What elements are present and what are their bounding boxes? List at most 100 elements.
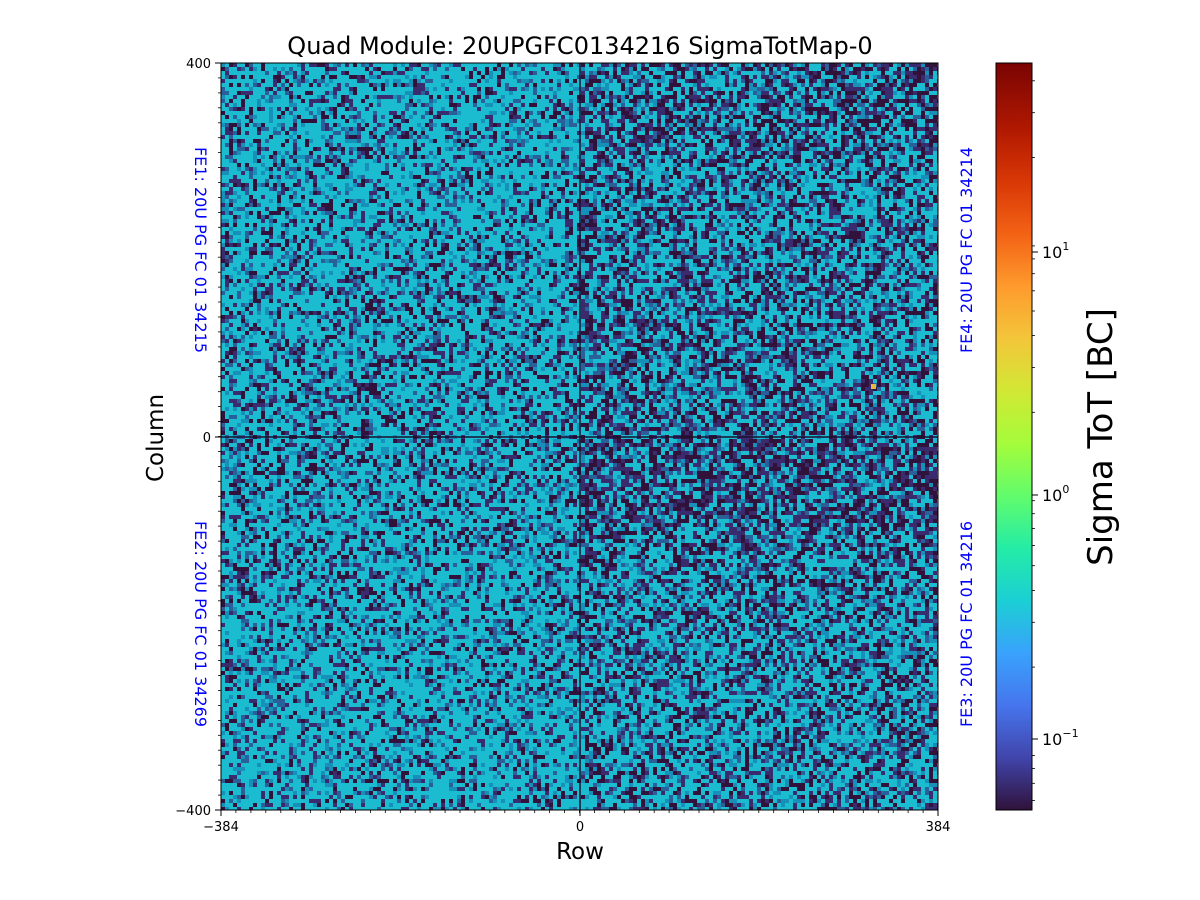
heatmap-cell bbox=[721, 243, 725, 247]
heatmap-cell bbox=[641, 247, 645, 251]
heatmap-cell bbox=[457, 131, 461, 135]
heatmap-cell bbox=[297, 271, 301, 275]
heatmap-cell bbox=[777, 151, 781, 155]
heatmap-cell bbox=[237, 127, 241, 131]
heatmap-cell bbox=[257, 279, 261, 283]
heatmap-cell bbox=[857, 103, 861, 107]
heatmap-cell bbox=[553, 67, 557, 71]
heatmap-cell bbox=[909, 215, 913, 219]
heatmap-cell bbox=[929, 163, 933, 167]
heatmap-cell bbox=[605, 247, 609, 251]
heatmap-cell bbox=[889, 167, 893, 171]
heatmap-cell bbox=[625, 235, 629, 239]
heatmap-cell bbox=[905, 75, 909, 79]
heatmap-cell bbox=[741, 155, 745, 159]
heatmap-cell bbox=[849, 135, 853, 139]
heatmap-cell bbox=[649, 135, 653, 139]
heatmap-cell bbox=[789, 155, 793, 159]
heatmap-cell bbox=[817, 251, 821, 255]
heatmap-cell bbox=[581, 203, 585, 207]
heatmap-cell bbox=[901, 71, 905, 75]
heatmap-cell bbox=[553, 103, 557, 107]
heatmap-cell bbox=[373, 131, 377, 135]
heatmap-cell bbox=[637, 279, 641, 283]
heatmap-cell bbox=[845, 135, 849, 139]
heatmap-cell bbox=[765, 279, 769, 283]
heatmap-cell bbox=[845, 167, 849, 171]
heatmap-cell bbox=[893, 175, 897, 179]
heatmap-cell bbox=[785, 243, 789, 247]
heatmap-cell bbox=[493, 159, 497, 163]
heatmap-cell bbox=[413, 223, 417, 227]
heatmap-cell bbox=[693, 107, 697, 111]
heatmap-cell bbox=[509, 91, 513, 95]
heatmap-cell bbox=[753, 175, 757, 179]
heatmap-cell bbox=[245, 63, 249, 67]
heatmap-cell bbox=[473, 127, 477, 131]
heatmap-cell bbox=[293, 191, 297, 195]
heatmap-cell bbox=[557, 79, 561, 83]
heatmap-cell bbox=[681, 267, 685, 271]
heatmap-cell bbox=[877, 235, 881, 239]
heatmap-cell bbox=[453, 103, 457, 107]
heatmap-cell bbox=[553, 115, 557, 119]
heatmap-cell bbox=[569, 107, 573, 111]
heatmap-cell bbox=[657, 139, 661, 143]
heatmap-cell bbox=[257, 183, 261, 187]
heatmap-cell bbox=[345, 239, 349, 243]
heatmap-cell bbox=[233, 159, 237, 163]
heatmap-cell bbox=[613, 271, 617, 275]
heatmap-cell bbox=[765, 151, 769, 155]
heatmap-cell bbox=[249, 231, 253, 235]
heatmap-cell bbox=[769, 147, 773, 151]
heatmap-cell bbox=[537, 255, 541, 259]
heatmap-cell bbox=[829, 175, 833, 179]
heatmap-cell bbox=[809, 227, 813, 231]
heatmap-cell bbox=[497, 151, 501, 155]
heatmap-cell bbox=[869, 203, 873, 207]
heatmap-cell bbox=[357, 155, 361, 159]
heatmap-cell bbox=[637, 83, 641, 87]
heatmap-cell bbox=[417, 155, 421, 159]
heatmap-cell bbox=[829, 87, 833, 91]
heatmap-cell bbox=[333, 263, 337, 267]
heatmap-cell bbox=[265, 91, 269, 95]
heatmap-cell bbox=[473, 267, 477, 271]
heatmap-cell bbox=[873, 143, 877, 147]
heatmap-cell bbox=[825, 263, 829, 267]
heatmap-cell bbox=[513, 87, 517, 91]
heatmap-cell bbox=[501, 131, 505, 135]
heatmap-cell bbox=[421, 163, 425, 167]
heatmap-cell bbox=[829, 183, 833, 187]
heatmap-cell bbox=[297, 155, 301, 159]
heatmap-cell bbox=[245, 91, 249, 95]
heatmap-cell bbox=[297, 247, 301, 251]
heatmap-cell bbox=[865, 75, 869, 79]
heatmap-cell bbox=[769, 99, 773, 103]
heatmap-cell bbox=[665, 147, 669, 151]
heatmap-cell bbox=[601, 231, 605, 235]
heatmap-cell bbox=[653, 239, 657, 243]
heatmap-cell bbox=[373, 199, 377, 203]
heatmap-cell bbox=[921, 147, 925, 151]
heatmap-cell bbox=[809, 103, 813, 107]
heatmap-cell bbox=[437, 263, 441, 267]
heatmap-cell bbox=[809, 83, 813, 87]
heatmap-cell bbox=[861, 139, 865, 143]
heatmap-cell bbox=[569, 251, 573, 255]
heatmap-cell bbox=[301, 219, 305, 223]
heatmap-cell bbox=[289, 155, 293, 159]
heatmap-cell bbox=[401, 175, 405, 179]
heatmap-cell bbox=[489, 91, 493, 95]
heatmap-cell bbox=[373, 227, 377, 231]
heatmap-cell bbox=[349, 147, 353, 151]
heatmap-cell bbox=[865, 147, 869, 151]
heatmap-cell bbox=[777, 247, 781, 251]
heatmap-cell bbox=[909, 263, 913, 267]
heatmap-cell bbox=[461, 247, 465, 251]
heatmap-cell bbox=[437, 163, 441, 167]
heatmap-cell bbox=[553, 243, 557, 247]
heatmap-cell bbox=[649, 83, 653, 87]
heatmap-cell bbox=[841, 147, 845, 151]
heatmap-cell bbox=[381, 231, 385, 235]
